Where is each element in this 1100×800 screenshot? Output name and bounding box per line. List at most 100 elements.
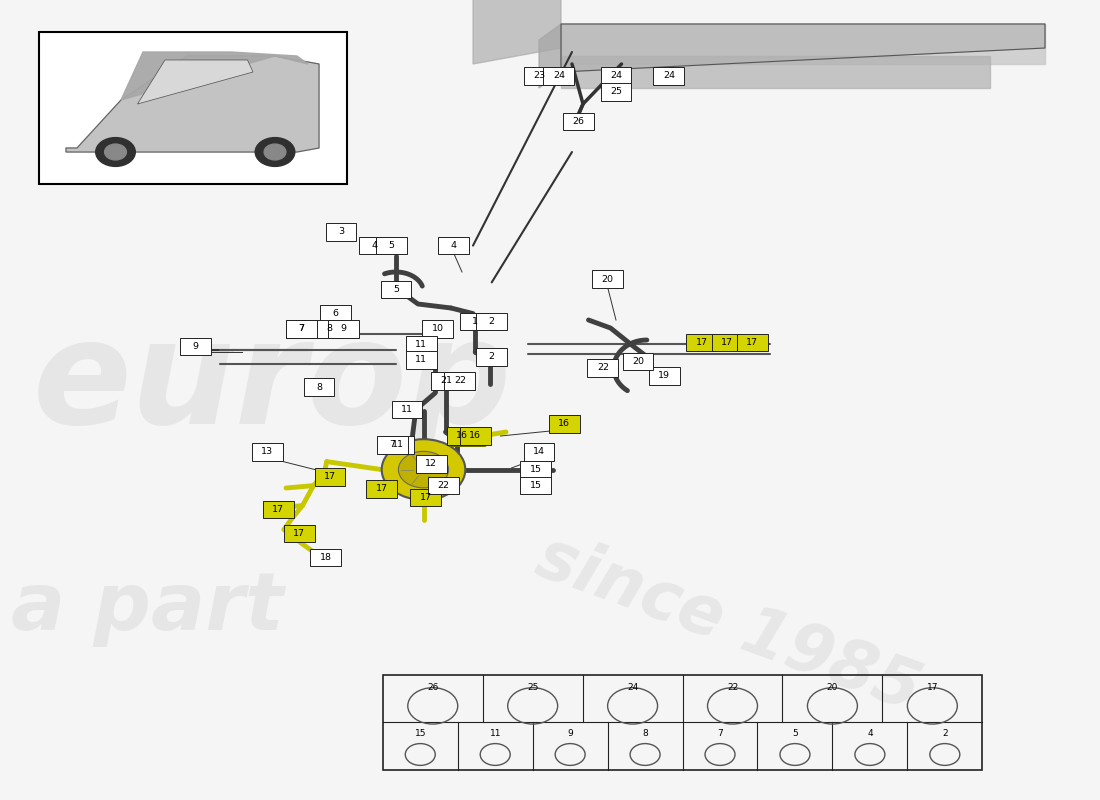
Polygon shape [66,56,319,152]
Text: 22: 22 [597,363,608,373]
FancyBboxPatch shape [476,313,507,330]
FancyBboxPatch shape [438,237,469,254]
Polygon shape [138,60,253,104]
FancyBboxPatch shape [410,489,441,506]
FancyBboxPatch shape [428,477,459,494]
Polygon shape [561,24,1045,72]
Circle shape [96,138,135,166]
FancyBboxPatch shape [601,67,631,85]
FancyBboxPatch shape [563,113,594,130]
FancyBboxPatch shape [444,372,475,390]
Text: europ: europ [33,314,513,454]
Text: 11: 11 [393,440,404,450]
Polygon shape [121,52,308,100]
Circle shape [264,144,286,160]
Text: 26: 26 [427,683,439,692]
FancyBboxPatch shape [366,480,397,498]
FancyBboxPatch shape [383,436,414,454]
FancyBboxPatch shape [524,443,554,461]
Circle shape [104,144,126,160]
Text: 17: 17 [926,683,938,692]
Text: 17: 17 [722,338,733,347]
Text: 2: 2 [488,317,495,326]
Polygon shape [473,0,561,64]
FancyBboxPatch shape [310,549,341,566]
Text: 11: 11 [402,405,412,414]
Text: 22: 22 [454,376,465,386]
Circle shape [398,451,449,488]
Text: 7: 7 [389,440,396,450]
FancyBboxPatch shape [326,223,356,241]
Text: 17: 17 [376,484,387,494]
Bar [383,675,982,770]
FancyBboxPatch shape [304,378,334,396]
FancyBboxPatch shape [463,429,487,446]
Text: 6: 6 [332,309,339,318]
FancyBboxPatch shape [649,367,680,385]
Text: 5: 5 [388,241,395,250]
Text: 17: 17 [273,505,284,514]
Text: 7: 7 [298,324,305,334]
FancyBboxPatch shape [476,348,507,366]
Text: 8: 8 [316,382,322,392]
Text: 9: 9 [568,729,573,738]
FancyBboxPatch shape [447,427,477,445]
Text: 15: 15 [530,465,541,474]
Text: 4: 4 [371,241,377,250]
FancyBboxPatch shape [520,477,551,494]
Text: 2: 2 [488,352,495,362]
Text: 10: 10 [432,324,443,334]
Text: 11: 11 [416,340,427,350]
Text: 15: 15 [530,481,541,490]
FancyBboxPatch shape [263,501,294,518]
Text: 8: 8 [326,324,332,334]
Text: 7: 7 [298,324,305,334]
Text: 18: 18 [320,553,331,562]
Text: 20: 20 [632,357,644,366]
FancyBboxPatch shape [359,237,389,254]
Text: 25: 25 [610,87,621,97]
FancyBboxPatch shape [431,372,462,390]
Text: 25: 25 [527,683,538,692]
Text: 12: 12 [426,459,437,469]
FancyBboxPatch shape [406,336,437,354]
Text: 16: 16 [559,419,570,429]
FancyBboxPatch shape [592,270,623,288]
FancyBboxPatch shape [737,334,768,351]
Text: since 1985: since 1985 [528,524,930,724]
Text: 11: 11 [490,729,500,738]
Text: 24: 24 [663,71,674,81]
Text: 9: 9 [192,342,199,351]
FancyBboxPatch shape [286,320,317,338]
FancyBboxPatch shape [653,67,684,85]
FancyBboxPatch shape [320,305,351,322]
Text: 20: 20 [602,274,613,284]
Text: 19: 19 [659,371,670,381]
Text: 16: 16 [456,431,468,441]
Text: 11: 11 [416,355,427,365]
Text: 16: 16 [470,431,481,441]
Circle shape [382,439,465,500]
FancyBboxPatch shape [284,525,315,542]
FancyBboxPatch shape [377,436,408,454]
Text: 20: 20 [827,683,838,692]
Text: 22: 22 [727,683,738,692]
FancyBboxPatch shape [686,334,717,351]
FancyBboxPatch shape [422,320,453,338]
Bar [39,32,347,184]
Text: 4: 4 [867,729,872,738]
Text: 24: 24 [553,71,564,81]
Text: 17: 17 [420,493,431,502]
FancyBboxPatch shape [450,429,474,446]
Text: 5: 5 [393,285,399,294]
Text: 4: 4 [450,241,456,250]
Circle shape [255,138,295,166]
Text: 1: 1 [472,317,478,326]
FancyBboxPatch shape [376,237,407,254]
FancyBboxPatch shape [587,359,618,377]
Text: 17: 17 [294,529,305,538]
FancyBboxPatch shape [416,455,447,473]
FancyBboxPatch shape [712,334,743,351]
Text: 13: 13 [261,447,274,457]
Text: 17: 17 [696,338,707,347]
